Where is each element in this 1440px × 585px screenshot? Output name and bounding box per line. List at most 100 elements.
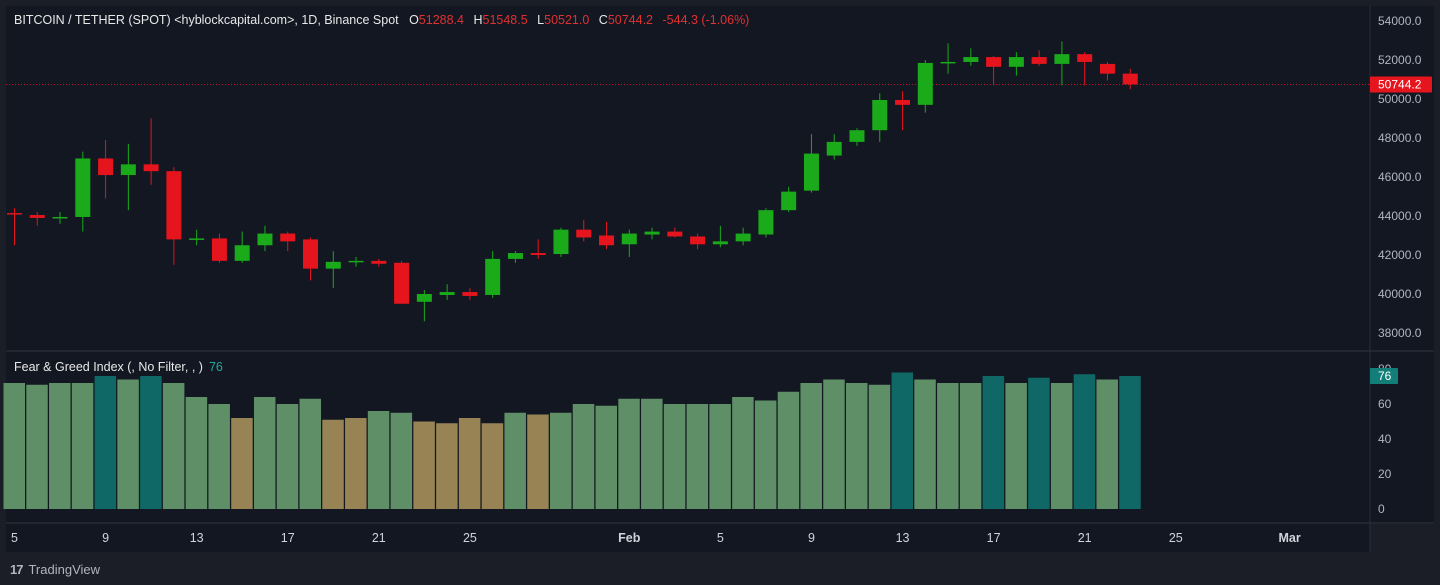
fg-bar[interactable]	[618, 398, 640, 509]
candle[interactable]	[1099, 61, 1115, 81]
fg-bar[interactable]	[709, 404, 731, 509]
fg-bar[interactable]	[185, 397, 208, 509]
fg-bar[interactable]	[390, 412, 413, 509]
candle[interactable]	[416, 290, 432, 322]
price-axis[interactable]	[1370, 6, 1434, 350]
fg-bar[interactable]	[845, 383, 868, 509]
candle[interactable]	[940, 43, 956, 74]
time-axis[interactable]	[6, 524, 1370, 552]
candle[interactable]	[348, 256, 364, 267]
brand-label[interactable]: TradingView	[28, 562, 101, 577]
fg-bar[interactable]	[345, 418, 367, 509]
fg-bar[interactable]	[1028, 377, 1050, 509]
candle[interactable]	[1054, 41, 1070, 86]
fg-bar[interactable]	[914, 379, 936, 510]
candle[interactable]	[1008, 52, 1024, 76]
candle[interactable]	[280, 231, 296, 252]
fg-bar[interactable]	[94, 376, 117, 509]
candle[interactable]	[553, 227, 569, 257]
fg-bar[interactable]	[937, 383, 959, 509]
fg-bar[interactable]	[572, 404, 595, 509]
candle[interactable]	[803, 134, 819, 193]
fg-bar[interactable]	[481, 423, 504, 509]
fg-bar[interactable]	[641, 398, 663, 509]
candle[interactable]	[189, 229, 205, 246]
fg-bar[interactable]	[959, 383, 982, 509]
candle[interactable]	[576, 219, 592, 242]
fg-bar[interactable]	[800, 383, 822, 509]
candle[interactable]	[325, 251, 341, 289]
candle[interactable]	[234, 231, 250, 263]
fg-bar[interactable]	[868, 384, 891, 509]
fg-bar[interactable]	[367, 411, 390, 509]
fg-bar[interactable]	[754, 400, 777, 510]
fg-bar[interactable]	[140, 376, 162, 509]
candle[interactable]	[439, 284, 455, 300]
candle[interactable]	[507, 251, 523, 263]
symbol-title[interactable]: BITCOIN / TETHER (SPOT) <hyblockcapital.…	[14, 13, 399, 27]
candle[interactable]	[735, 227, 751, 246]
fg-bar[interactable]	[686, 404, 709, 509]
fg-bar[interactable]	[253, 397, 276, 509]
candle[interactable]	[644, 227, 660, 240]
fg-bar[interactable]	[732, 397, 754, 509]
fg-bar[interactable]	[26, 384, 48, 509]
candle[interactable]	[166, 167, 182, 265]
fg-bar[interactable]	[208, 404, 230, 509]
fg-bar[interactable]	[413, 421, 435, 510]
fg-bar[interactable]	[436, 423, 458, 509]
candle[interactable]	[599, 221, 615, 250]
fg-bar[interactable]	[595, 405, 618, 509]
candle[interactable]	[120, 143, 136, 211]
candle[interactable]	[849, 128, 865, 146]
candle[interactable]	[371, 258, 387, 267]
candle[interactable]	[1122, 68, 1138, 90]
candle[interactable]	[143, 118, 159, 185]
candle[interactable]	[75, 151, 91, 232]
candle[interactable]	[52, 212, 68, 224]
fg-bar[interactable]	[1119, 376, 1141, 509]
fg-bar[interactable]	[299, 398, 322, 509]
candle[interactable]	[712, 225, 728, 248]
fg-bar[interactable]	[3, 383, 26, 509]
fg-bar[interactable]	[527, 414, 549, 510]
fg-bar[interactable]	[49, 383, 71, 509]
fg-bar[interactable]	[1050, 383, 1073, 509]
fg-bar[interactable]	[162, 383, 185, 509]
candle[interactable]	[758, 208, 774, 238]
fg-bar[interactable]	[1096, 379, 1118, 510]
fg-bar[interactable]	[823, 379, 845, 510]
candle[interactable]	[963, 48, 979, 66]
candle[interactable]	[29, 212, 45, 226]
fg-bar[interactable]	[231, 418, 253, 509]
candle[interactable]	[1077, 52, 1093, 86]
candle[interactable]	[781, 186, 797, 213]
fg-bar[interactable]	[663, 404, 686, 509]
fg-bar[interactable]	[71, 383, 94, 509]
candle[interactable]	[872, 93, 888, 142]
candle[interactable]	[667, 227, 683, 238]
candle[interactable]	[257, 225, 273, 252]
fg-bar[interactable]	[1005, 383, 1027, 509]
candle[interactable]	[986, 56, 1002, 86]
candle[interactable]	[98, 139, 114, 199]
candle[interactable]	[621, 229, 637, 257]
tradingview-logo-icon[interactable]: 17	[10, 562, 24, 577]
candle[interactable]	[530, 239, 546, 259]
candle[interactable]	[1031, 50, 1047, 66]
candle[interactable]	[485, 251, 501, 298]
candle[interactable]	[917, 60, 933, 113]
candle[interactable]	[394, 260, 410, 304]
fg-bar[interactable]	[276, 404, 299, 509]
fg-bar[interactable]	[458, 418, 481, 509]
candle[interactable]	[826, 134, 842, 160]
fg-bar[interactable]	[777, 391, 800, 509]
candle[interactable]	[303, 237, 319, 281]
fg-bar[interactable]	[322, 419, 344, 509]
fg-bar[interactable]	[117, 379, 139, 510]
candle[interactable]	[462, 288, 478, 300]
indicator-title[interactable]: Fear & Greed Index (, No Filter, , )	[14, 360, 203, 374]
fg-bar[interactable]	[504, 412, 526, 509]
candle[interactable]	[211, 233, 227, 263]
